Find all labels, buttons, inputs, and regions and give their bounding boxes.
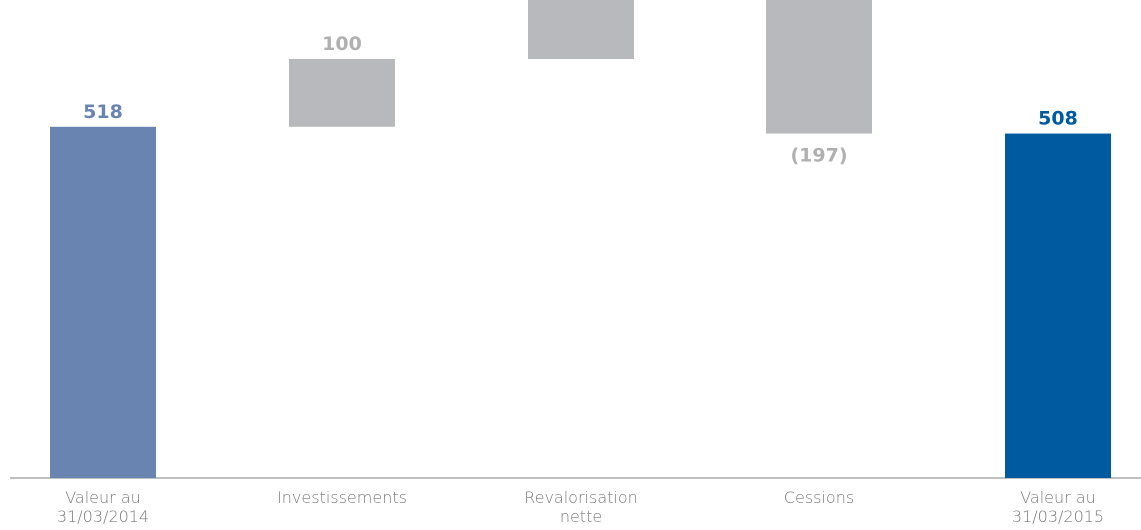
category-labels-layer: Valeur au 31/03/2014 Investissements Revalo… — [57, 488, 1104, 526]
category-label-5: Valeur au 31/03/2015 — [1012, 488, 1104, 526]
value-labels-layer: 51810087(197)508 — [83, 33, 1078, 167]
value-label-1: 518 — [83, 101, 123, 123]
category-label-4: Cessions — [784, 488, 854, 507]
bar-4 — [766, 0, 872, 134]
bar-2 — [289, 58, 395, 127]
bars-layer — [50, 0, 1111, 479]
value-label-5: 508 — [1038, 108, 1078, 130]
category-label-1: Valeur au 31/03/2014 — [57, 488, 149, 526]
category-label-2: Investissements — [277, 488, 407, 507]
value-label-2: 100 — [322, 33, 362, 55]
value-label-4: (197) — [790, 145, 847, 167]
bar-1 — [50, 126, 156, 479]
category-label-3: Revalorisation nette — [524, 488, 638, 526]
bar-5 — [1005, 133, 1111, 479]
bar-3 — [528, 0, 634, 59]
